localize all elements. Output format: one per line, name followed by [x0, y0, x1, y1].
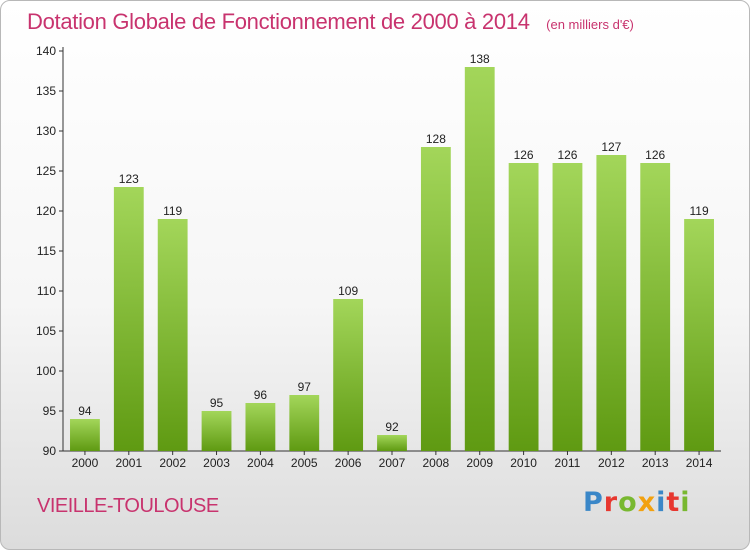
data-label: 96 — [254, 388, 268, 402]
logo-letter: x — [637, 487, 657, 518]
x-tick-label: 2005 — [291, 456, 318, 470]
x-tick-label: 2012 — [598, 456, 625, 470]
bar — [552, 163, 583, 451]
data-label: 127 — [601, 140, 621, 154]
y-tick-label: 135 — [36, 84, 56, 98]
bar — [377, 435, 407, 451]
bar — [113, 187, 144, 451]
data-label: 119 — [689, 204, 708, 218]
bar — [420, 147, 451, 451]
logo-letter: i — [680, 487, 691, 518]
data-label: 126 — [645, 148, 665, 162]
y-tick-label: 95 — [43, 404, 57, 418]
x-tick-label: 2008 — [423, 456, 450, 470]
data-label: 92 — [385, 420, 399, 434]
y-tick-label: 120 — [36, 204, 56, 218]
x-tick-label: 2004 — [247, 456, 274, 470]
chart-title-block: Dotation Globale de Fonctionnement de 20… — [27, 9, 634, 35]
data-label: 94 — [78, 404, 92, 418]
bar — [289, 395, 320, 451]
bar — [508, 163, 539, 451]
y-tick-label: 140 — [36, 44, 56, 58]
data-label: 97 — [298, 380, 312, 394]
bar — [245, 403, 276, 451]
chart-title: Dotation Globale de Fonctionnement de 20… — [27, 9, 530, 34]
y-tick-label: 90 — [43, 444, 57, 458]
bar — [684, 219, 714, 451]
x-tick-label: 2001 — [115, 456, 142, 470]
y-tick-label: 125 — [36, 164, 56, 178]
x-tick-label: 2013 — [642, 456, 669, 470]
x-tick-label: 2011 — [555, 456, 581, 470]
data-label: 138 — [470, 52, 490, 66]
data-label: 123 — [119, 172, 139, 186]
proxiti-logo: Proxiti — [583, 487, 691, 518]
data-label: 128 — [426, 132, 446, 146]
logo-letter: r — [603, 487, 619, 518]
data-label: 126 — [514, 148, 534, 162]
logo-letter: t — [666, 487, 681, 518]
data-label: 126 — [557, 148, 577, 162]
y-tick-label: 130 — [36, 124, 56, 138]
x-tick-label: 2010 — [510, 456, 537, 470]
data-label: 119 — [163, 204, 182, 218]
bar — [201, 411, 232, 451]
chart-subtitle: (en milliers d'€) — [546, 17, 634, 32]
y-tick-label: 105 — [36, 324, 56, 338]
data-label: 95 — [210, 396, 224, 410]
logo-letter: i — [656, 487, 667, 518]
x-tick-label: 2003 — [203, 456, 230, 470]
y-tick-label: 115 — [37, 244, 56, 258]
bar — [464, 67, 495, 451]
bar — [70, 419, 100, 451]
x-tick-label: 2000 — [72, 456, 99, 470]
x-tick-label: 2014 — [686, 456, 713, 470]
commune-name: VIEILLE-TOULOUSE — [37, 495, 219, 517]
x-tick-label: 2009 — [466, 456, 493, 470]
data-label: 109 — [338, 284, 358, 298]
y-tick-label: 110 — [37, 284, 56, 298]
bar — [157, 219, 188, 451]
x-tick-label: 2007 — [379, 456, 406, 470]
x-tick-label: 2002 — [159, 456, 186, 470]
x-tick-label: 2006 — [335, 456, 362, 470]
bar — [640, 163, 671, 451]
bar — [333, 299, 364, 451]
logo-letter: o — [618, 487, 638, 518]
bar — [596, 155, 627, 451]
logo-letter: P — [583, 487, 604, 518]
y-tick-label: 100 — [36, 364, 56, 378]
